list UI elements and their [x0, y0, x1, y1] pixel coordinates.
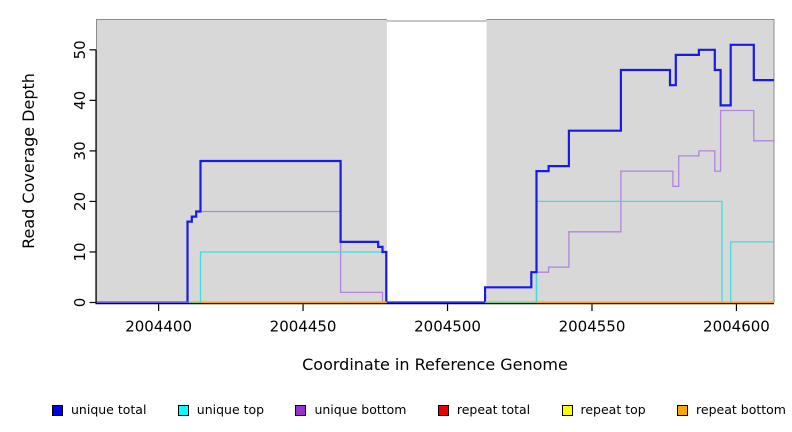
- legend-label: repeat total: [456, 401, 531, 417]
- legend-item-unique-total: unique total: [52, 401, 147, 417]
- x-tick-label: 2004400: [125, 318, 192, 336]
- series-unique-total: [96, 43, 774, 304]
- legend-item-unique-bottom: unique bottom: [295, 401, 407, 417]
- legend-swatch: [561, 404, 573, 416]
- legend-swatch: [52, 404, 63, 416]
- y-axis-label: Read Coverage Depth: [19, 73, 38, 249]
- legend-item-unique-top: unique top: [177, 401, 265, 417]
- y-tick-label: 50: [71, 40, 89, 59]
- legend-label: unique total: [71, 401, 147, 417]
- legend-label: repeat top: [580, 401, 646, 417]
- legend-swatch: [295, 404, 307, 416]
- highlight-band: [386, 12, 487, 303]
- y-tick-label: 30: [71, 141, 89, 160]
- legend-label: repeat bottom: [696, 401, 786, 417]
- legend-swatch: [677, 404, 689, 416]
- y-tick-label: 0: [71, 298, 89, 308]
- legend-swatch: [177, 404, 189, 416]
- y-tick-label: 40: [71, 91, 89, 110]
- coverage-chart: 0 10 20 30 40 50 2004400 2004450 2004500 2004550 2…: [19, 12, 775, 374]
- y-tick-label: 10: [71, 242, 89, 261]
- legend-item-repeat-total: repeat total: [437, 401, 531, 417]
- x-tick-label: 2004550: [559, 318, 626, 336]
- legend-item-repeat-top: repeat top: [561, 401, 646, 417]
- x-tick-label: 2004600: [703, 318, 770, 336]
- x-tick-label: 2004500: [414, 318, 481, 336]
- legend-swatch: [437, 404, 449, 416]
- y-tick-label: 20: [71, 192, 89, 211]
- legend-item-repeat-bottom: repeat bottom: [677, 401, 786, 417]
- legend-label: unique bottom: [314, 401, 407, 417]
- x-tick-label: 2004450: [270, 318, 337, 336]
- x-axis-label: Coordinate in Reference Genome: [302, 355, 568, 374]
- legend-label: unique top: [196, 401, 265, 417]
- chart-legend: unique total unique top unique bottom repea…: [52, 398, 786, 422]
